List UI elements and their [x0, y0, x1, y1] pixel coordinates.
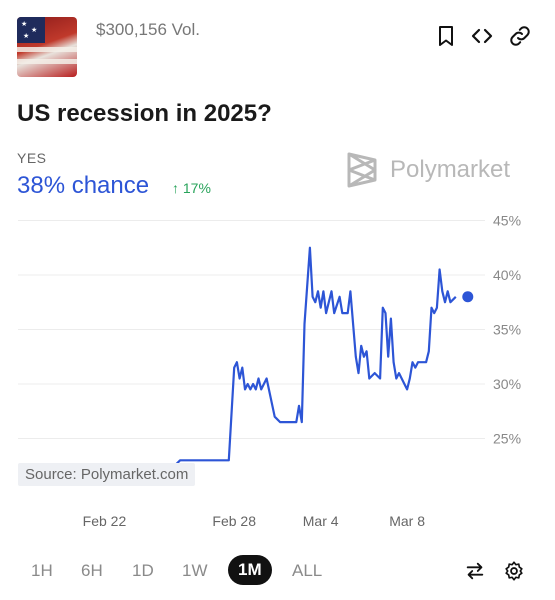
- swap-icon[interactable]: [464, 560, 486, 582]
- x-tick-label: Feb 28: [212, 513, 256, 529]
- series-line: [18, 246, 457, 478]
- star-icon: ★: [21, 21, 28, 28]
- flag-canton: [17, 17, 45, 43]
- market-thumbnail: ★ ★ ★: [17, 17, 77, 77]
- chart-grid: [18, 219, 485, 439]
- polymarket-logo-icon: [347, 152, 377, 188]
- volume-text: $300,156 Vol.: [96, 20, 200, 39]
- bookmark-icon[interactable]: [434, 24, 458, 48]
- star-icon: ★: [31, 27, 38, 34]
- y-tick-label: 25%: [493, 430, 521, 446]
- timeframe-1h[interactable]: 1H: [31, 561, 53, 580]
- flag-stripe: [17, 59, 77, 64]
- timeframe-6h[interactable]: 6H: [81, 561, 103, 580]
- y-tick-label: 40%: [493, 267, 521, 283]
- market-title: US recession in 2025?: [17, 100, 272, 127]
- y-axis: 25% 30% 35% 40% 45%: [493, 212, 521, 446]
- y-tick-label: 30%: [493, 376, 521, 392]
- code-icon[interactable]: [470, 24, 494, 48]
- timeframe-1m[interactable]: 1M: [228, 555, 272, 585]
- x-axis: Feb 22 Feb 28 Mar 4 Mar 8: [83, 513, 426, 529]
- probability-chart[interactable]: 25% 30% 35% 40% 45% Feb 22 Feb 28 Mar 4 Mar 8: [0, 205, 555, 545]
- timeframe-1w[interactable]: 1W: [182, 561, 208, 580]
- timeframe-1d[interactable]: 1D: [132, 561, 154, 580]
- y-tick-label: 45%: [493, 212, 521, 228]
- x-tick-label: Mar 8: [389, 513, 425, 529]
- flag-stripe: [17, 47, 77, 52]
- source-note: Source: Polymarket.com: [18, 463, 196, 486]
- last-point-marker: [462, 291, 474, 303]
- timeframe-all[interactable]: ALL: [292, 561, 323, 580]
- link-icon[interactable]: [508, 24, 532, 48]
- x-tick-label: Feb 22: [83, 513, 127, 529]
- y-tick-label: 35%: [493, 321, 521, 337]
- gear-icon[interactable]: [503, 560, 525, 582]
- x-tick-label: Mar 4: [303, 513, 339, 529]
- brand-name: Polymarket: [390, 156, 511, 183]
- change-badge: ↑ 17%: [172, 180, 211, 196]
- star-icon: ★: [23, 33, 30, 40]
- outcome-label: YES: [17, 150, 47, 166]
- brand-watermark: Polymarket: [346, 150, 510, 190]
- chance-value: 38% chance: [17, 172, 150, 199]
